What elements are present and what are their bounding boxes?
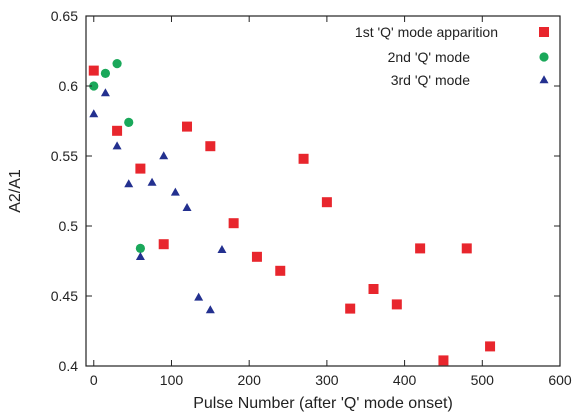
series-1-point xyxy=(438,355,449,366)
x-tick-label: 200 xyxy=(238,372,262,388)
legend-marker-series-2 xyxy=(539,52,549,62)
series-1-point xyxy=(182,121,193,132)
plot-frame xyxy=(85,15,561,367)
legend-marker-series-3 xyxy=(539,75,549,84)
series-3-point xyxy=(124,179,134,188)
series-2-point xyxy=(124,117,134,127)
series-3-point xyxy=(205,305,215,314)
series-3-point xyxy=(182,203,192,211)
legend: 1st 'Q' mode apparition 2nd 'Q' mode 3rd '… xyxy=(355,24,549,88)
series-3-point xyxy=(194,292,204,301)
series-1-point xyxy=(251,251,262,262)
x-tick-label: 400 xyxy=(393,372,417,388)
series-1-point xyxy=(461,243,472,254)
series-1-point xyxy=(415,243,426,254)
legend-label: 1st 'Q' mode apparition xyxy=(355,24,498,40)
series-3-point xyxy=(89,109,99,118)
x-tick-label: 300 xyxy=(315,372,339,388)
x-tick-label: 600 xyxy=(548,372,572,388)
y-tick-label: 0.5 xyxy=(59,218,79,234)
series-1-point xyxy=(321,197,332,208)
series-3-point xyxy=(100,88,110,97)
data-marks xyxy=(88,59,496,366)
series-3-point xyxy=(159,151,169,160)
y-axis-ticks: 0.4 0.45 0.5 0.55 0.6 0.65 xyxy=(51,8,560,374)
series-1-point xyxy=(275,265,286,276)
series-1-point xyxy=(391,299,402,310)
x-tick-label: 100 xyxy=(160,372,184,388)
x-axis-label: Pulse Number (after 'Q' mode onset) xyxy=(193,395,453,412)
series-1-point xyxy=(88,65,99,76)
legend-label: 2nd 'Q' mode xyxy=(388,49,471,65)
y-tick-label: 0.55 xyxy=(51,148,78,164)
y-axis-label: A2/A1 xyxy=(7,169,24,213)
series-1-point xyxy=(228,218,239,229)
legend-label: 3rd 'Q' mode xyxy=(391,72,470,88)
series-2-point xyxy=(112,59,122,69)
series-1-point xyxy=(112,125,123,136)
series-3-point xyxy=(112,141,122,150)
series-2-point xyxy=(135,243,145,253)
legend-marker-series-1 xyxy=(539,27,549,37)
series-3-point xyxy=(135,252,145,260)
y-tick-label: 0.65 xyxy=(51,8,78,24)
series-3-point xyxy=(217,245,227,253)
series-1-point xyxy=(298,153,309,164)
series-1-point xyxy=(368,284,379,294)
series-2-point xyxy=(89,81,99,91)
y-tick-label: 0.4 xyxy=(59,358,79,374)
x-tick-label: 0 xyxy=(90,372,98,388)
x-axis-ticks: 0 100 200 300 400 500 600 xyxy=(90,16,572,388)
series-1-point xyxy=(158,239,169,250)
series-1-point xyxy=(485,341,496,352)
series-2-point xyxy=(100,68,111,78)
y-tick-label: 0.6 xyxy=(59,78,79,94)
series-1-point xyxy=(135,163,146,174)
series-3-point xyxy=(170,187,180,196)
y-tick-label: 0.45 xyxy=(51,288,78,304)
x-tick-label: 500 xyxy=(471,372,495,388)
series-1-point xyxy=(345,303,356,314)
series-1-point xyxy=(205,141,216,152)
series-3-point xyxy=(147,177,157,186)
